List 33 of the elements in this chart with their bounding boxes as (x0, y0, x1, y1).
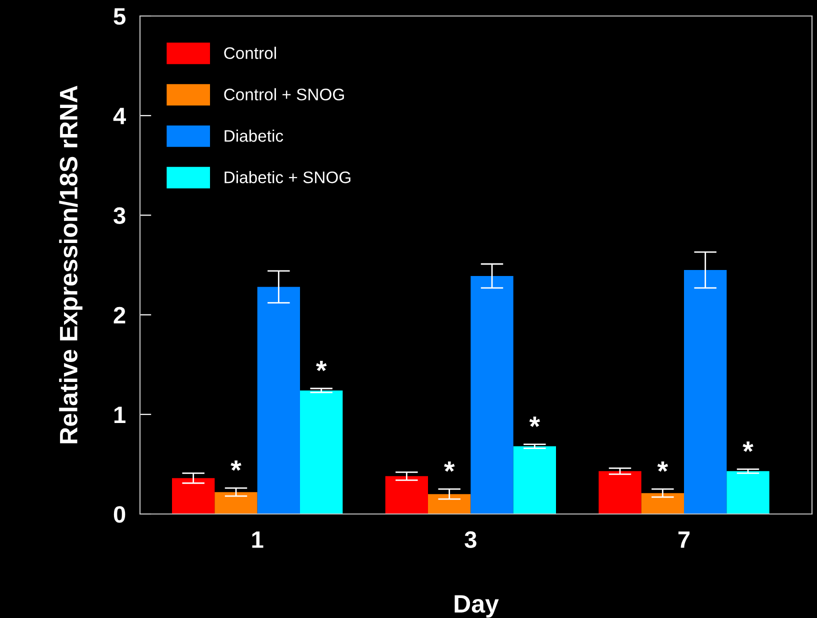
bar (428, 494, 471, 514)
legend-label: Diabetic + SNOG (224, 171, 350, 184)
x-tick-label: 7 (678, 532, 690, 548)
data-label: * (230, 460, 242, 471)
x-tick-label: 3 (464, 531, 476, 548)
x-axis-title: Day (454, 595, 499, 618)
data-label: * (444, 461, 455, 472)
data-label: * (316, 360, 327, 372)
bar (684, 270, 727, 514)
bar (385, 476, 428, 514)
data-label: * (529, 416, 540, 427)
bar (726, 471, 770, 514)
y-tick-label: 4 (113, 108, 126, 124)
legend-label: Control (224, 46, 276, 59)
y-tick-label: 3 (114, 207, 126, 224)
y-axis-title: Relative Expression/18S rRNA (59, 86, 82, 444)
y-tick-label: 1 (114, 406, 126, 423)
legend-label: Diabetic (224, 130, 284, 142)
data-label: * (657, 461, 668, 472)
legend-label: Control + SNOG (224, 88, 344, 100)
y-tick-label: 5 (114, 8, 126, 25)
bar (641, 493, 684, 514)
y-tick-label: 2 (114, 306, 126, 324)
bar (513, 446, 556, 514)
bar (598, 471, 642, 514)
bar (172, 478, 215, 514)
bar (470, 276, 514, 514)
bar (300, 390, 343, 514)
bar (257, 286, 300, 514)
y-tick-label: 0 (114, 506, 126, 523)
bar (214, 492, 258, 514)
x-tick-label: 1 (252, 532, 264, 548)
data-label: * (742, 442, 754, 452)
